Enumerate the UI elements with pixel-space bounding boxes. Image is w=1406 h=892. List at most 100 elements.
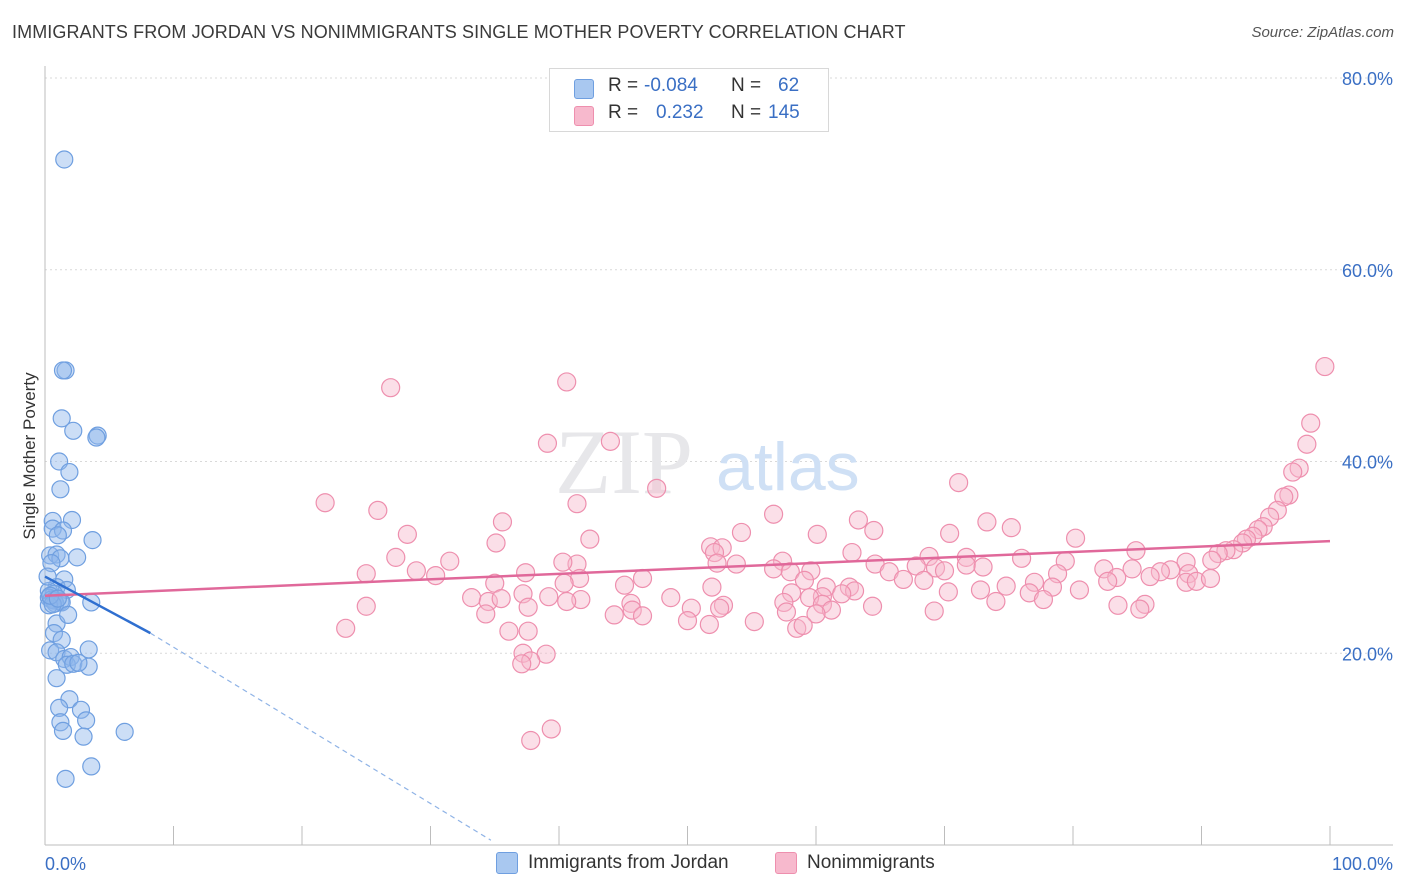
point-nonimmigrant	[440, 551, 460, 571]
point-nonimmigrant	[864, 520, 884, 541]
point-nonimmigrant	[919, 546, 939, 567]
point-nonimmigrant	[934, 561, 955, 581]
point-nonimmigrant	[539, 587, 559, 607]
legend-n-label: N =	[731, 75, 762, 96]
point-nonimmigrant	[702, 577, 722, 597]
point-nonimmigrant	[1140, 566, 1160, 587]
point-jordan	[48, 589, 67, 608]
point-jordan	[64, 654, 83, 673]
axes	[44, 66, 1393, 846]
point-nonimmigrant	[1065, 528, 1086, 548]
point-nonimmigrant	[1267, 500, 1287, 520]
point-jordan	[59, 605, 78, 625]
point-nonimmigrant	[541, 719, 561, 739]
point-nonimmigrant	[600, 431, 621, 451]
point-nonimmigrant	[914, 570, 934, 590]
point-jordan	[62, 510, 82, 530]
y-tick-label: 80.0%	[1342, 69, 1393, 89]
point-jordan	[82, 757, 101, 776]
legend-n-value: 145	[768, 102, 800, 123]
point-jordan	[68, 548, 87, 567]
point-nonimmigrant	[632, 606, 653, 626]
point-nonimmigrant	[518, 597, 538, 617]
x-tick-label-max: 100.0%	[1332, 854, 1393, 874]
point-nonimmigrant	[1283, 462, 1303, 482]
point-nonimmigrant	[381, 378, 401, 398]
point-nonimmigrant	[622, 600, 642, 620]
point-nonimmigrant	[567, 494, 587, 514]
point-nonimmigrant	[744, 612, 764, 632]
point-nonimmigrant	[499, 621, 519, 641]
legend-row-nonimmigrants: R = 0.232 N = 145	[550, 102, 828, 128]
point-nonimmigrant	[356, 596, 376, 616]
point-nonimmigrant	[512, 654, 532, 674]
point-nonimmigrant	[462, 588, 482, 608]
point-nonimmigrant	[986, 591, 1006, 612]
point-nonimmigrant	[1150, 562, 1170, 582]
point-jordan	[74, 727, 93, 746]
point-nonimmigrant	[1200, 568, 1221, 589]
legend-r-value: -0.084	[644, 75, 698, 96]
legend-r-label: R =	[608, 102, 639, 123]
point-nonimmigrant	[1001, 518, 1021, 538]
point-jordan	[51, 480, 70, 499]
point-nonimmigrant	[554, 573, 574, 593]
point-nonimmigrant	[806, 604, 826, 624]
watermark: ZIP atlas	[555, 411, 860, 513]
point-nonimmigrant	[518, 621, 538, 641]
point-nonimmigrant	[491, 589, 511, 609]
point-nonimmigrant	[1301, 413, 1321, 433]
legend-n-value: 62	[778, 75, 800, 96]
point-nonimmigrant	[1315, 356, 1335, 377]
point-nonimmigrant	[1202, 550, 1222, 570]
x-tick-label-min: 0.0%	[45, 854, 86, 874]
point-nonimmigrant	[1108, 595, 1128, 615]
point-jordan	[53, 721, 73, 741]
point-jordan	[115, 722, 134, 741]
point-nonimmigrant	[699, 614, 719, 635]
point-nonimmigrant	[794, 570, 815, 590]
point-nonimmigrant	[807, 524, 827, 544]
y-tick-label: 60.0%	[1342, 261, 1393, 281]
y-tick-label: 40.0%	[1342, 453, 1393, 473]
point-nonimmigrant	[1186, 571, 1206, 591]
point-nonimmigrant	[492, 512, 513, 532]
point-nonimmigrant	[956, 555, 976, 575]
watermark-zip: ZIP	[555, 411, 693, 513]
point-nonimmigrant	[763, 504, 784, 524]
point-jordan	[53, 361, 73, 380]
point-jordan	[60, 462, 79, 482]
point-nonimmigrant	[647, 478, 667, 498]
point-nonimmigrant	[486, 533, 506, 553]
point-nonimmigrant	[315, 493, 335, 513]
point-nonimmigrant	[397, 524, 417, 544]
point-nonimmigrant	[571, 589, 591, 610]
point-nonimmigrant	[580, 529, 600, 549]
point-nonimmigrant	[1176, 552, 1196, 572]
point-nonimmigrant	[515, 563, 536, 583]
point-nonimmigrant	[557, 591, 577, 612]
point-nonimmigrant	[731, 522, 752, 543]
series-nonimmigrants	[315, 356, 1335, 751]
point-nonimmigrant	[537, 433, 558, 453]
point-nonimmigrant	[940, 523, 960, 544]
point-nonimmigrant	[1098, 571, 1118, 591]
point-nonimmigrant	[1176, 572, 1196, 592]
legend-r-label: R =	[608, 75, 639, 96]
point-jordan	[47, 643, 66, 662]
legend-r-value: 0.232	[656, 102, 704, 123]
y-axis-label: Single Mother Poverty	[20, 372, 39, 540]
point-nonimmigrant	[726, 554, 746, 574]
point-nonimmigrant	[776, 602, 797, 622]
point-jordan	[79, 657, 98, 676]
point-nonimmigrant	[336, 618, 356, 638]
point-nonimmigrant	[924, 601, 944, 621]
legend-label-jordan: Immigrants from Jordan	[528, 852, 729, 873]
point-nonimmigrant	[1122, 559, 1142, 579]
point-nonimmigrant	[996, 576, 1016, 596]
point-jordan	[83, 531, 102, 550]
point-nonimmigrant	[832, 584, 852, 604]
point-nonimmigrant	[1260, 507, 1280, 527]
point-nonimmigrant	[710, 598, 730, 618]
